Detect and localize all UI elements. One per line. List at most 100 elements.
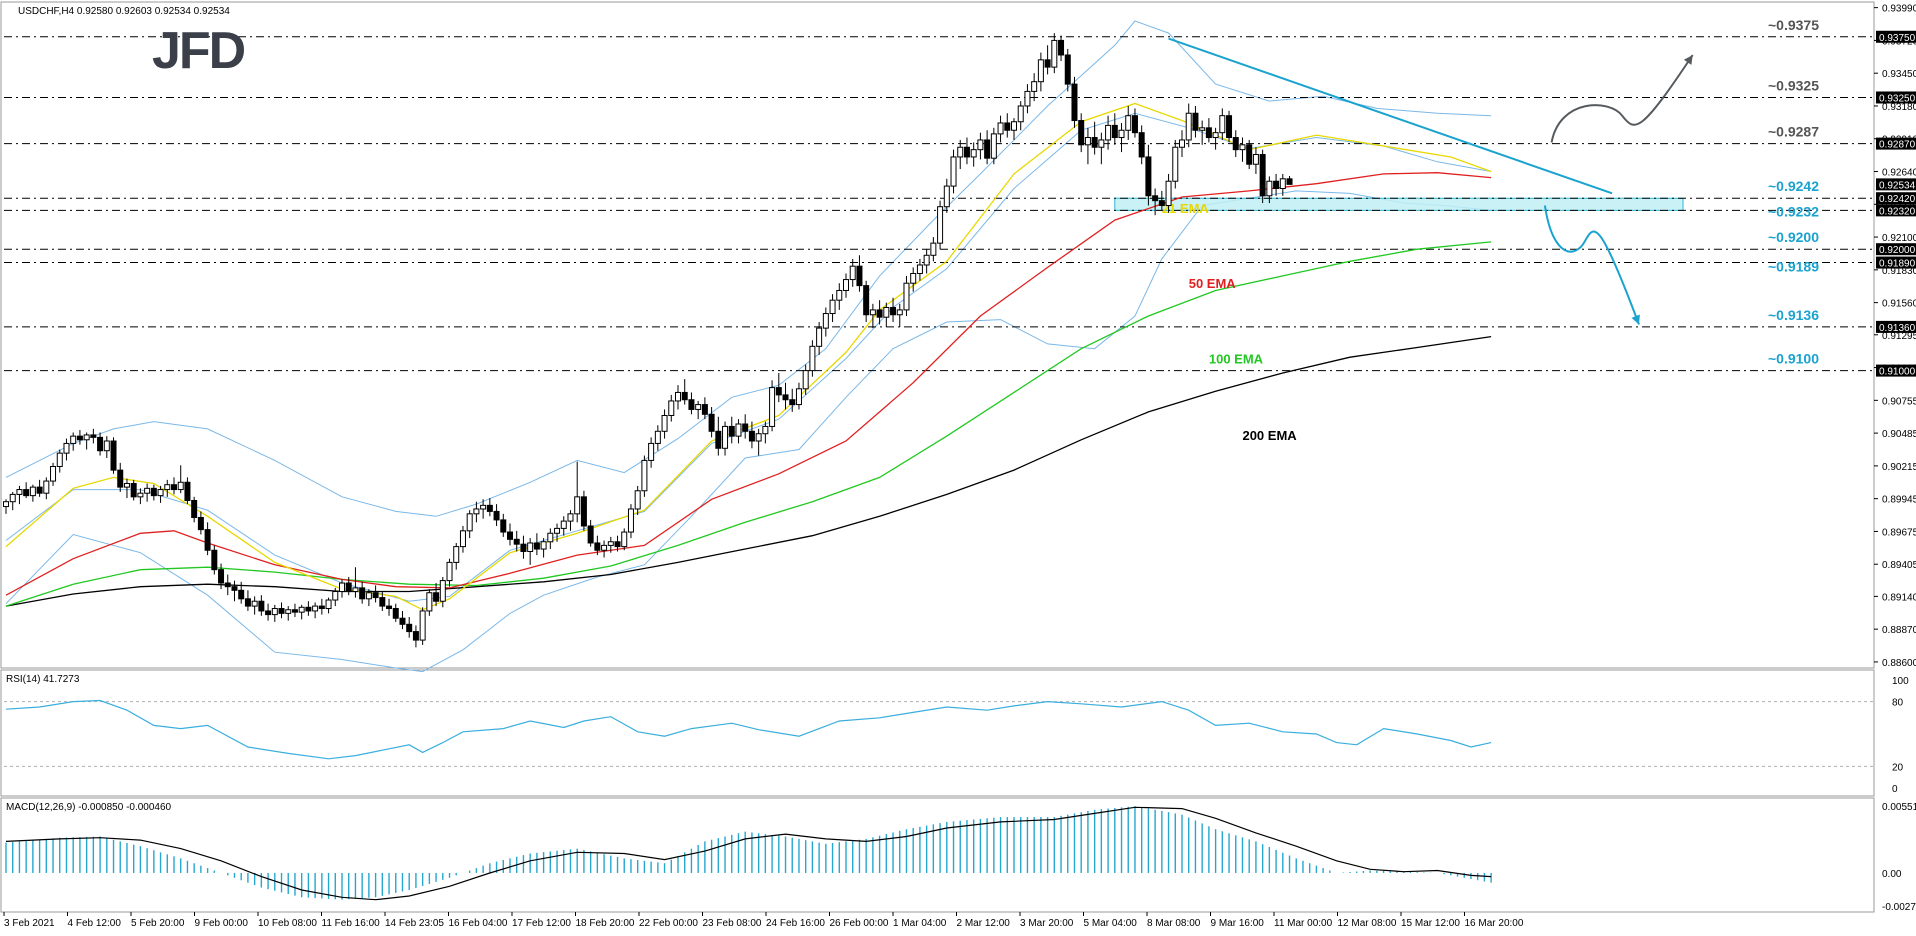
candle-body-up (990, 133, 997, 159)
candle (876, 300, 883, 325)
candle-body-down (1259, 154, 1266, 197)
candle (97, 432, 104, 456)
candle (164, 479, 171, 497)
candle-body-up (298, 606, 305, 613)
candle-body-up (977, 139, 984, 151)
candle (278, 602, 285, 619)
candle (587, 519, 594, 547)
candle-body-up (137, 492, 144, 498)
candle-body-down (1058, 39, 1065, 56)
candle (950, 149, 957, 194)
candle (352, 567, 359, 598)
candle (930, 237, 937, 262)
candle-body-up (554, 527, 561, 534)
level-tag-text: 0.93750 (1879, 33, 1916, 44)
rsi-label: RSI(14) 41.7273 (6, 674, 80, 685)
candle (426, 589, 433, 616)
candle-body-down (379, 597, 386, 607)
price-tick-label: 0.93180 (1882, 102, 1916, 113)
price-tick-label: 0.91830 (1882, 266, 1916, 277)
candle (1185, 103, 1192, 148)
candle (607, 536, 614, 553)
candle-body-down (486, 504, 493, 512)
candle (1024, 84, 1031, 114)
candle (1017, 101, 1024, 131)
candle-body-down (1064, 54, 1071, 85)
candle-body-up (1199, 127, 1206, 131)
time-tick-label: 5 Mar 04:00 (1084, 918, 1138, 929)
candle-body-down (433, 592, 440, 602)
candle (896, 303, 903, 327)
candle (688, 392, 695, 415)
candle (9, 491, 16, 511)
candle (1172, 139, 1179, 189)
candle-body-up (627, 508, 634, 533)
candle (1031, 73, 1038, 102)
macd-tick-label: 0.00 (1882, 869, 1902, 880)
candle-body-up (1219, 115, 1226, 134)
candle-body-up (9, 493, 16, 503)
rsi-line (5, 699, 1492, 760)
candle (1111, 113, 1118, 145)
price-tick-label: 0.91295 (1882, 331, 1916, 342)
candle-body-up (365, 592, 372, 600)
candle (1125, 105, 1132, 140)
rsi-tick-label: 80 (1892, 698, 1904, 709)
candle (1179, 130, 1185, 157)
candle-body-down (110, 440, 117, 471)
candle-body-down (36, 486, 43, 494)
candle-body-down (493, 510, 500, 521)
candle (762, 421, 769, 444)
candle-body-up (641, 459, 648, 492)
candle (50, 462, 57, 486)
candle-body-down (1273, 180, 1280, 190)
candle (1259, 149, 1266, 204)
candle (701, 397, 708, 420)
candle-body-up (473, 508, 480, 515)
candle (1011, 118, 1017, 140)
candle-body-down (386, 605, 393, 610)
candle-body-up (943, 185, 950, 208)
candle (715, 416, 722, 456)
pane-frames (0, 1, 1875, 913)
macd-signal-line (5, 806, 1492, 901)
candle-body-up (459, 530, 466, 548)
candle (668, 394, 675, 422)
candle (621, 528, 628, 551)
candle (997, 115, 1004, 143)
candle-body-up (466, 513, 473, 532)
rsi-tick-label: 20 (1892, 762, 1904, 773)
level-tag-text: 0.92320 (1879, 206, 1916, 217)
candle-body-up (816, 327, 823, 347)
candle (1199, 120, 1206, 145)
candle-body-down (715, 430, 722, 449)
ema200-line (5, 335, 1492, 607)
candle (117, 462, 124, 492)
candle (110, 437, 117, 474)
ema-label: 21 EMA (1162, 201, 1210, 216)
candle-body-down (681, 391, 688, 401)
candle-body-up (668, 400, 675, 417)
candle (83, 432, 90, 450)
level-tag-text: 0.92534 (1879, 180, 1916, 191)
pane-frame (0, 669, 1875, 797)
candle (654, 425, 661, 451)
level-tag-bg (1876, 204, 1916, 217)
ema100-line (5, 241, 1492, 607)
candle (1044, 45, 1051, 75)
candle-body-down (318, 605, 325, 610)
candle-body-up (957, 146, 964, 158)
candle-body-down (231, 586, 238, 591)
candle-body-up (1017, 105, 1024, 123)
candle (446, 558, 453, 587)
candle-body-up (755, 433, 762, 442)
candle-body-down (890, 306, 897, 316)
candle-body-down (984, 139, 991, 159)
candle-body-up (123, 482, 130, 488)
candle (1084, 127, 1091, 165)
candle-body-down (594, 542, 601, 551)
candle-body-up (1172, 146, 1179, 182)
level-tag-bg (1876, 137, 1916, 150)
candle (56, 449, 63, 473)
candle-body-up (695, 404, 702, 410)
